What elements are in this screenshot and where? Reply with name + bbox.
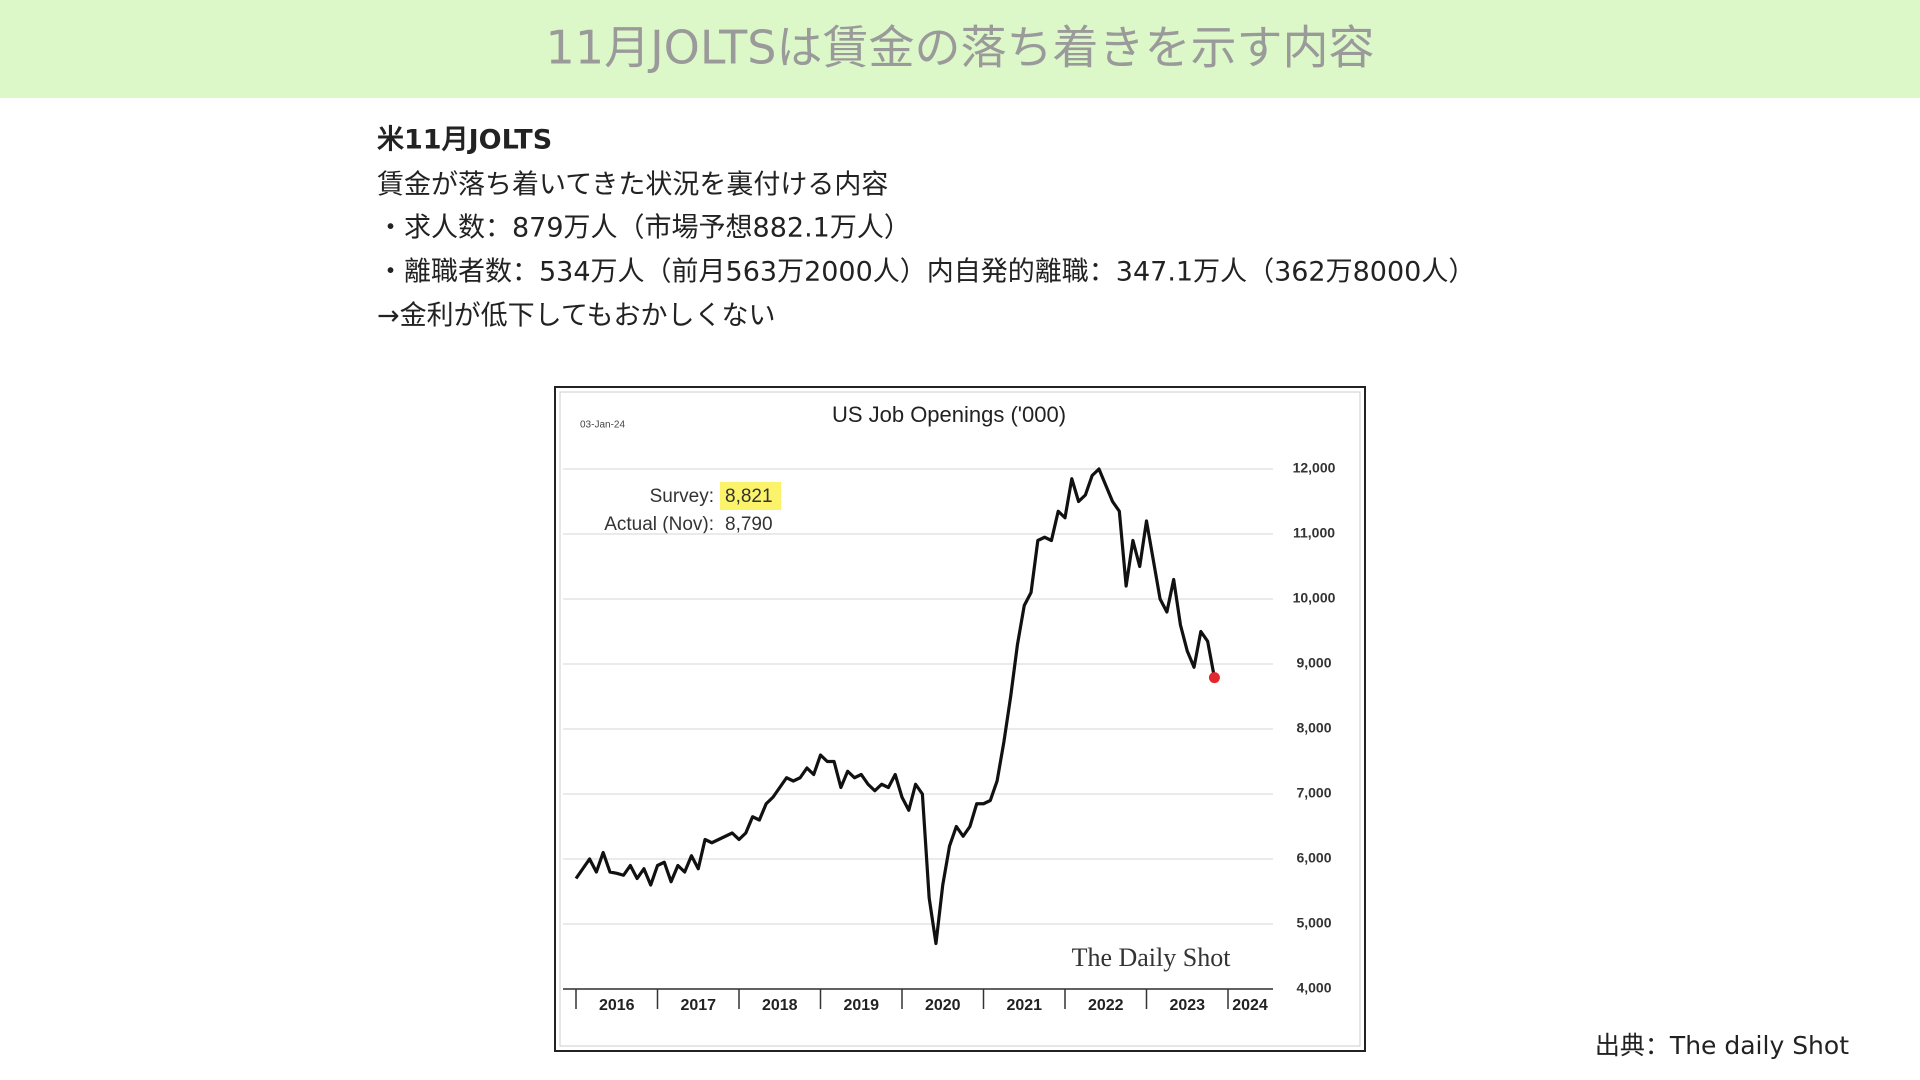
y-tick-label: 8,000 bbox=[1296, 720, 1331, 736]
survey-label: Survey: bbox=[650, 486, 714, 507]
x-tick-label: 2020 bbox=[925, 997, 961, 1014]
y-tick-label: 6,000 bbox=[1296, 850, 1331, 866]
survey-highlight bbox=[720, 482, 781, 510]
y-tick-label: 11,000 bbox=[1293, 525, 1335, 541]
chart-inner-frame bbox=[559, 391, 1361, 1047]
survey-value: 8,821 bbox=[725, 486, 773, 507]
chart-frame bbox=[554, 386, 1366, 1052]
y-tick-label: 12,000 bbox=[1293, 460, 1336, 476]
y-tick-label: 9,000 bbox=[1296, 655, 1331, 671]
actual-value: 8,790 bbox=[725, 514, 773, 535]
x-tick-label: 2022 bbox=[1088, 997, 1124, 1014]
source: 出典：The daily Shot bbox=[1595, 1031, 1849, 1060]
header-title: 11月JOLTSは賃金の落ち着きを示す内容 bbox=[546, 21, 1375, 75]
x-tick-label: 2021 bbox=[1006, 997, 1042, 1014]
y-tick-label: 7,000 bbox=[1296, 785, 1331, 801]
body-line: →金利が低下してもおかしくない bbox=[377, 301, 775, 332]
chart-title: US Job Openings ('000) bbox=[832, 402, 1066, 427]
y-tick-label: 4,000 bbox=[1296, 980, 1331, 996]
body-line: ・離職者数：534万人（前月563万2000人）内自発的離職：347.1万人（3… bbox=[377, 257, 1475, 288]
x-tick-label: 2024 bbox=[1232, 997, 1268, 1014]
x-tick-label: 2023 bbox=[1169, 997, 1205, 1014]
series-line bbox=[574, 467, 1216, 946]
chart-date: 03-Jan-24 bbox=[580, 420, 625, 431]
body-line: 賃金が落ち着いてきた状況を裏付ける内容 bbox=[377, 170, 888, 201]
y-tick-label: 5,000 bbox=[1296, 915, 1331, 931]
latest-point bbox=[1208, 672, 1220, 684]
body-heading: 米11月JOLTS bbox=[377, 125, 552, 156]
actual-label: Actual (Nov): bbox=[604, 514, 714, 535]
header-band bbox=[0, 0, 1920, 98]
x-tick-label: 2017 bbox=[680, 997, 716, 1014]
x-tick-label: 2018 bbox=[762, 997, 798, 1014]
x-tick-label: 2019 bbox=[843, 997, 879, 1014]
body-line: ・求人数：879万人（市場予想882.1万人） bbox=[377, 213, 911, 244]
x-tick-label: 2016 bbox=[599, 997, 635, 1014]
y-tick-label: 10,000 bbox=[1293, 590, 1336, 606]
brand: The Daily Shot bbox=[1072, 943, 1232, 972]
